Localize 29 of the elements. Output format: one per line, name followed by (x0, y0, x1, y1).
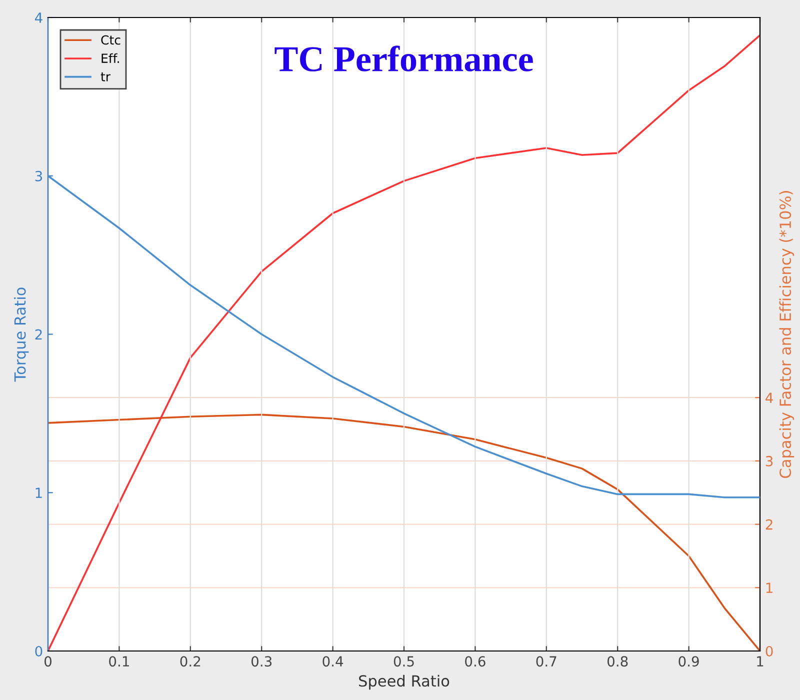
y2-tick-label: 2 (766, 519, 772, 530)
legend-label: tr (100, 72, 111, 82)
x-tick-label: 0 (44, 656, 52, 667)
x-tick-label: 0.1 (109, 656, 129, 667)
x-tick-label: 0.5 (394, 656, 414, 667)
y2-tick-label: 1 (766, 582, 772, 593)
x-tick-label: 0.7 (536, 656, 556, 667)
x-tick-label: 0.3 (251, 656, 272, 667)
text: TC Performance (274, 46, 533, 72)
x-tick-label: 0.8 (607, 656, 628, 667)
y2-tick-label: 3 (766, 456, 773, 466)
y-tick-label: 3 (35, 170, 42, 182)
x-tick-label: 1 (757, 656, 764, 666)
y-axis-title: Torque Ratio (14, 288, 29, 382)
line-series (48, 174, 760, 498)
y2-tick-label: 4 (766, 392, 773, 403)
x-tick-label: 0.6 (465, 656, 486, 667)
y-tick-label: 0 (35, 646, 42, 656)
y-tick-label: 1 (36, 488, 42, 498)
x-tick-label: 0.9 (678, 656, 699, 667)
y2-tick-label: 0 (766, 646, 773, 656)
y-tick-label: 4 (34, 12, 42, 23)
x-tick-label: 0.4 (322, 656, 344, 667)
x-tick-label: 0.2 (180, 656, 200, 667)
y-tick-label: 2 (35, 329, 42, 340)
x-axis-title: Speed Ratio (359, 674, 450, 690)
y2-axis-title: Capacity Factor and Efficiency (*10%) (779, 191, 794, 478)
legend-label: Eff. (102, 53, 119, 63)
legend-label: Ctc (101, 35, 120, 45)
